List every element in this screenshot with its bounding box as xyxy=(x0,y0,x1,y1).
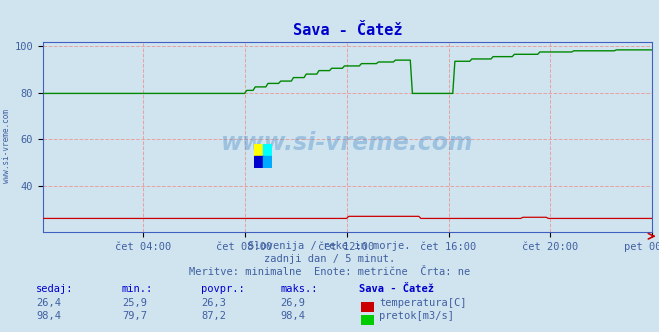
Text: sedaj:: sedaj: xyxy=(36,284,74,294)
Text: 98,4: 98,4 xyxy=(36,311,61,321)
Bar xyxy=(254,144,263,156)
Bar xyxy=(263,144,272,156)
Text: 79,7: 79,7 xyxy=(122,311,147,321)
Text: Sava - Čatež: Sava - Čatež xyxy=(359,284,434,294)
Bar xyxy=(254,156,263,168)
Text: temperatura[C]: temperatura[C] xyxy=(379,298,467,308)
Title: Sava - Čatež: Sava - Čatež xyxy=(293,23,403,38)
Text: zadnji dan / 5 minut.: zadnji dan / 5 minut. xyxy=(264,254,395,264)
Text: 98,4: 98,4 xyxy=(280,311,305,321)
Text: 26,3: 26,3 xyxy=(201,298,226,308)
Text: 87,2: 87,2 xyxy=(201,311,226,321)
Text: Slovenija / reke in morje.: Slovenija / reke in morje. xyxy=(248,241,411,251)
Text: maks.:: maks.: xyxy=(280,284,318,294)
Bar xyxy=(263,156,272,168)
Text: povpr.:: povpr.: xyxy=(201,284,244,294)
Text: pretok[m3/s]: pretok[m3/s] xyxy=(379,311,454,321)
Text: www.si-vreme.com: www.si-vreme.com xyxy=(2,109,11,183)
Text: Meritve: minimalne  Enote: metrične  Črta: ne: Meritve: minimalne Enote: metrične Črta:… xyxy=(189,267,470,277)
Text: 25,9: 25,9 xyxy=(122,298,147,308)
Text: 26,9: 26,9 xyxy=(280,298,305,308)
Text: min.:: min.: xyxy=(122,284,153,294)
Text: 26,4: 26,4 xyxy=(36,298,61,308)
Text: www.si-vreme.com: www.si-vreme.com xyxy=(221,131,474,155)
